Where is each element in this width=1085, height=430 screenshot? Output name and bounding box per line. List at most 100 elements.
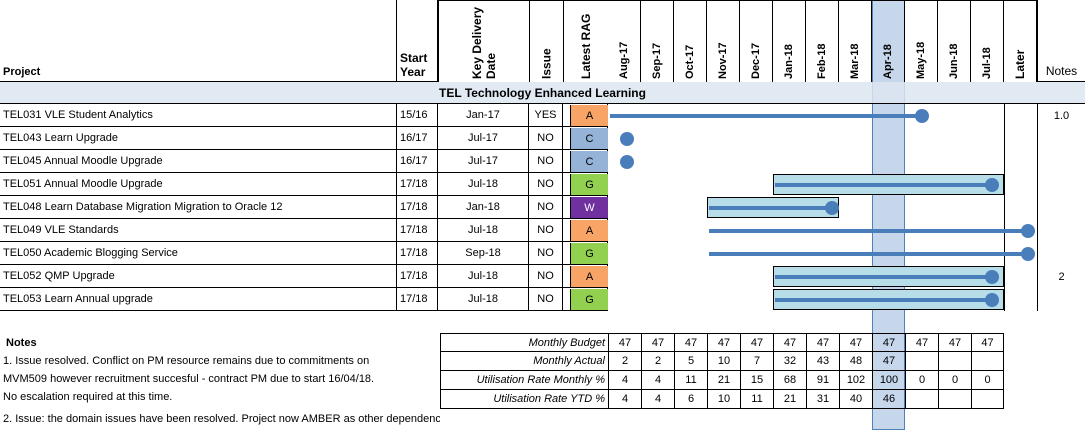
notes-cell — [1037, 219, 1085, 242]
gantt-milestone — [985, 293, 999, 307]
budget-cell: 40 — [839, 390, 872, 409]
header-later: Later — [1004, 0, 1037, 82]
gantt-bar — [709, 252, 1028, 256]
header-month: Jul-18 — [971, 0, 1004, 82]
key-date-cell: Jul-18 — [438, 173, 529, 196]
budget-cell: 48 — [839, 352, 872, 371]
start-year-cell: 17/18 — [397, 173, 438, 196]
budget-cell: 47 — [740, 333, 773, 352]
budget-cell: 47 — [905, 333, 938, 352]
gantt-bar — [709, 229, 1028, 233]
budget-cell: 11 — [740, 390, 773, 409]
rag-badge: A — [570, 105, 608, 126]
budget-cell: 10 — [707, 352, 740, 371]
start-year-cell: 17/18 — [397, 242, 438, 265]
budget-cell: 31 — [806, 390, 839, 409]
project-cell: TEL050 Academic Blogging Service — [0, 242, 397, 265]
later-cell — [1004, 150, 1037, 173]
header-month: Jan-18 — [773, 0, 806, 82]
gantt-milestone — [825, 201, 839, 215]
project-cell: TEL043 Learn Upgrade — [0, 127, 397, 150]
key-date-cell: Sep-18 — [438, 242, 529, 265]
budget-cell: 47 — [674, 333, 707, 352]
header-start-year: Start Year — [397, 0, 438, 82]
budget-cell: 4 — [608, 390, 641, 409]
notes-title: Notes — [6, 337, 37, 349]
start-year-cell: 17/18 — [397, 265, 438, 288]
header-rag: Latest RAG — [563, 0, 608, 82]
budget-cell: 47 — [806, 333, 839, 352]
project-cell: TEL031 VLE Student Analytics — [0, 104, 397, 127]
rag-badge: G — [570, 289, 608, 310]
gantt-bar — [610, 114, 922, 118]
project-cell: TEL048 Learn Database Migration Migratio… — [0, 196, 397, 219]
header-month: Nov-17 — [707, 0, 740, 82]
budget-cell — [905, 352, 938, 371]
notes-cell — [1037, 173, 1085, 196]
budget-cell: 2 — [608, 352, 641, 371]
header-month: Apr-18 — [872, 0, 905, 82]
later-cell — [1004, 288, 1037, 311]
gantt-bar — [775, 298, 992, 302]
budget-cell — [971, 352, 1004, 371]
gantt-bar — [775, 183, 992, 187]
header-issue: Issue — [529, 0, 563, 82]
budget-cell: 47 — [971, 333, 1004, 352]
note-line: 2. Issue: the domain issues have been re… — [3, 413, 440, 425]
rag-badge: G — [570, 174, 608, 195]
budget-cell: 5 — [674, 352, 707, 371]
budget-cell: 47 — [872, 352, 905, 371]
note-line: No escalation required at this time. — [3, 391, 173, 403]
budget-cell: 46 — [872, 390, 905, 409]
budget-cell: 0 — [905, 371, 938, 390]
header-month: Oct-17 — [674, 0, 707, 82]
rag-badge: G — [570, 243, 608, 264]
budget-cell: 4 — [641, 371, 674, 390]
later-cell — [1004, 127, 1037, 150]
gantt-milestone — [985, 270, 999, 284]
key-date-cell: Jul-18 — [438, 288, 529, 311]
key-date-cell: Jul-18 — [438, 265, 529, 288]
start-year-cell: 16/17 — [397, 150, 438, 173]
budget-cell: 10 — [707, 390, 740, 409]
budget-cell: 47 — [641, 333, 674, 352]
current-month-highlight — [872, 0, 905, 430]
budget-cell: 0 — [938, 371, 971, 390]
budget-cell: 21 — [707, 371, 740, 390]
budget-cell — [905, 390, 938, 409]
gantt-milestone — [1021, 224, 1035, 238]
header-month: Mar-18 — [839, 0, 872, 82]
project-cell: TEL052 QMP Upgrade — [0, 265, 397, 288]
budget-cell: 21 — [773, 390, 806, 409]
header-key-delivery: Key Delivery Date — [438, 0, 529, 82]
issue-cell: NO — [529, 288, 563, 311]
header-month: May-18 — [905, 0, 938, 82]
budget-cell: 2 — [641, 352, 674, 371]
issue-cell: YES — [529, 104, 563, 127]
budget-cell: 47 — [872, 333, 905, 352]
budget-cell — [971, 390, 1004, 409]
budget-cell: 11 — [674, 371, 707, 390]
gantt-milestone — [985, 178, 999, 192]
issue-cell: NO — [529, 196, 563, 219]
key-date-cell: Jan-17 — [438, 104, 529, 127]
budget-cell — [938, 352, 971, 371]
budget-cell: 7 — [740, 352, 773, 371]
budget-label: Monthly Actual — [440, 352, 608, 371]
later-cell — [1004, 196, 1037, 219]
header-month: Feb-18 — [806, 0, 839, 82]
budget-cell: 47 — [773, 333, 806, 352]
budget-cell: 0 — [971, 371, 1004, 390]
budget-cell: 47 — [839, 333, 872, 352]
budget-cell: 47 — [707, 333, 740, 352]
project-cell: TEL051 Annual Moodle Upgrade — [0, 173, 397, 196]
gantt-milestone — [620, 132, 634, 146]
issue-cell: NO — [529, 173, 563, 196]
budget-cell: 32 — [773, 352, 806, 371]
budget-cell: 47 — [608, 333, 641, 352]
start-year-cell: 17/18 — [397, 288, 438, 311]
gantt-bar — [775, 275, 992, 279]
issue-cell: NO — [529, 219, 563, 242]
budget-label: Utilisation Rate Monthly % — [440, 371, 608, 390]
